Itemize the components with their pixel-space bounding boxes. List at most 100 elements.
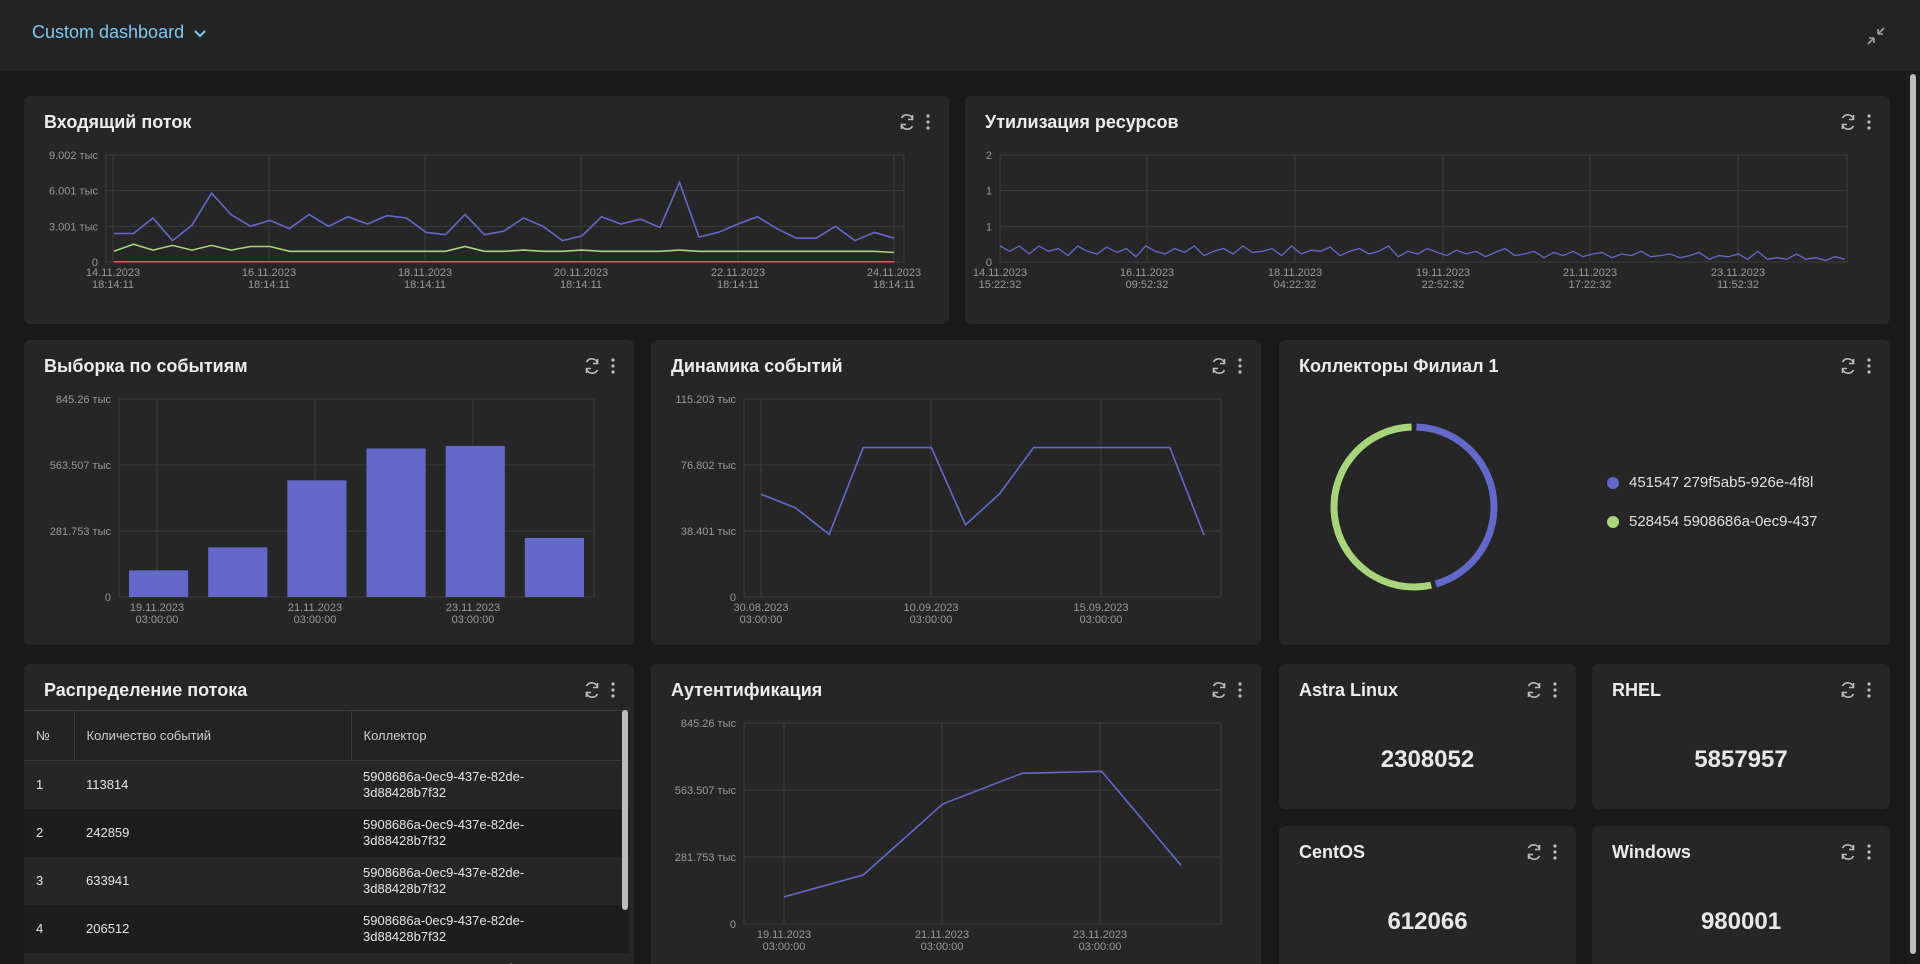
series-line	[783, 770, 1182, 898]
more-vert-icon[interactable]	[1552, 843, 1558, 861]
refresh-icon[interactable]	[582, 680, 602, 700]
x-tick-label: 09:52:32	[1126, 279, 1169, 291]
x-tick-label: 18.11.2023	[1268, 267, 1322, 279]
more-vert-icon[interactable]	[1866, 843, 1872, 861]
widget-toolbar	[1838, 680, 1872, 700]
y-tick-label: 3.001 тыс	[49, 221, 99, 233]
x-tick-label: 22.11.2023	[711, 267, 765, 279]
widget-kpi-centos: CentOS 612066	[1279, 826, 1576, 964]
more-vert-icon[interactable]	[1866, 113, 1872, 131]
widget-toolbar	[1838, 356, 1872, 376]
table-row[interactable]: 5 5908686a-0ec9-437e-82de- 3d88428b7f32	[24, 952, 629, 964]
x-tick-label: 19.11.2023	[757, 929, 811, 941]
authentication-chart: 845.26 тыс 563.507 тыс 281.753 тыс 0 19.11.2…	[675, 718, 1222, 953]
column-header-number[interactable]: №	[24, 710, 74, 761]
column-header-count[interactable]: Количество событий	[73, 710, 351, 761]
more-vert-icon[interactable]	[610, 357, 616, 375]
x-tick-label: 18:14:11	[873, 279, 915, 291]
more-vert-icon[interactable]	[1866, 681, 1872, 699]
x-tick-label: 03:00:00	[921, 941, 964, 953]
more-vert-icon[interactable]	[1866, 357, 1872, 375]
more-vert-icon[interactable]	[1237, 357, 1243, 375]
widget-collectors: Коллекторы Филиал 1 451547 279f5ab5-926e…	[1279, 340, 1890, 645]
kpi-value: 980001	[1700, 908, 1782, 935]
bar	[208, 547, 268, 597]
refresh-icon[interactable]	[1838, 112, 1858, 132]
x-tick-label: 18.11.2023	[398, 267, 452, 279]
plot-frame	[999, 154, 1848, 263]
y-tick-label: 0	[730, 592, 736, 604]
y-tick-label: 1	[986, 221, 992, 233]
plot-frame	[743, 398, 1222, 598]
table-row[interactable]: 1 113814 5908686a-0ec9-437e-82de- 3d8842…	[24, 760, 629, 809]
more-vert-icon[interactable]	[1552, 681, 1558, 699]
flow-table-container[interactable]: № Количество событий Коллектор 1 113814 …	[24, 710, 634, 964]
refresh-icon[interactable]	[1524, 842, 1544, 862]
widget-toolbar	[582, 356, 616, 376]
x-tick-label: 03:00:00	[1079, 941, 1122, 953]
more-vert-icon[interactable]	[1237, 681, 1243, 699]
more-vert-icon[interactable]	[925, 113, 931, 131]
chart-legend: 451547 279f5ab5-926e-4f8l 528454 5908686…	[1607, 474, 1818, 552]
widget-title: Входящий поток	[44, 112, 192, 132]
widget-toolbar	[897, 112, 931, 132]
plot-frame	[118, 398, 595, 598]
x-tick-label: 18:14:11	[404, 279, 446, 291]
y-tick-label: 0	[105, 592, 111, 604]
widget-toolbar	[1838, 112, 1872, 132]
kpi-value: 2308052	[1380, 746, 1475, 773]
widget-toolbar	[1524, 680, 1558, 700]
y-tick-label: 38.401 тыс	[681, 526, 737, 538]
y-tick-label: 6.001 тыс	[49, 186, 99, 198]
pie-slice	[1330, 423, 1432, 591]
collapse-icon[interactable]	[1864, 24, 1888, 48]
widget-authentication: Аутентификация 845.26 тыс 563.507 тыс 281.…	[651, 664, 1261, 964]
table-scrollbar-thumb[interactable]	[622, 710, 628, 910]
events-dynamics-chart: 115.203 тыс 76.802 тыс 38.401 тыс 030.08.20…	[676, 394, 1222, 626]
bar	[445, 445, 505, 597]
page-scrollbar[interactable]	[1906, 72, 1920, 964]
refresh-icon[interactable]	[1838, 356, 1858, 376]
y-tick-label: 281.753 тыс	[50, 526, 112, 538]
widget-toolbar	[582, 680, 616, 700]
column-header-collector[interactable]: Коллектор	[350, 710, 629, 761]
legend-item[interactable]: 451547 279f5ab5-926e-4f8l	[1607, 474, 1818, 491]
refresh-icon[interactable]	[582, 356, 602, 376]
bar	[287, 480, 347, 597]
refresh-icon[interactable]	[1209, 680, 1229, 700]
cell-collector: 5908686a-0ec9-437e-82de- 3d88428b7f32	[351, 856, 629, 905]
y-tick-label: 563.507 тыс	[50, 460, 112, 472]
kpi-value: 5857957	[1694, 746, 1788, 773]
table-row[interactable]: 2 242859 5908686a-0ec9-437e-82de- 3d8842…	[24, 808, 629, 857]
widget-kpi-windows: Windows 980001	[1592, 826, 1890, 964]
refresh-icon[interactable]	[1524, 680, 1544, 700]
x-tick-label: 15:22:32	[979, 279, 1022, 291]
x-tick-label: 18:14:11	[92, 279, 134, 291]
widget-title: Распределение потока	[44, 680, 248, 700]
more-vert-icon[interactable]	[610, 681, 616, 699]
widget-title: CentOS	[1299, 842, 1366, 862]
refresh-icon[interactable]	[1838, 842, 1858, 862]
y-tick-label: 1	[986, 186, 992, 198]
refresh-icon[interactable]	[1838, 680, 1858, 700]
page-scrollbar-thumb[interactable]	[1910, 74, 1916, 954]
table-row[interactable]: 3 633941 5908686a-0ec9-437e-82de- 3d8842…	[24, 856, 629, 905]
x-tick-label: 10.09.2023	[903, 602, 958, 614]
refresh-icon[interactable]	[1209, 356, 1229, 376]
table-row[interactable]: 4 206512 5908686a-0ec9-437e-82de- 3d8842…	[24, 904, 629, 953]
x-tick-label: 15.09.2023	[1073, 602, 1128, 614]
cell-number: 1	[24, 760, 74, 809]
widget-events-dynamics: Динамика событий 115.203 тыс 76.802 тыс 38…	[651, 340, 1261, 645]
dashboard-selector[interactable]: Custom dashboard	[32, 22, 208, 43]
widget-toolbar	[1838, 842, 1872, 862]
x-tick-label: 19.11.2023	[1416, 267, 1470, 279]
bar	[129, 570, 189, 597]
legend-item[interactable]: 528454 5908686a-0ec9-437	[1607, 513, 1818, 530]
x-tick-label: 14.11.2023	[86, 267, 140, 279]
events-sample-chart: 845.26 тыс 563.507 тыс 281.753 тыс 0 19.11.2…	[50, 394, 595, 626]
dashboard-title: Custom dashboard	[32, 22, 185, 42]
x-tick-label: 03:00:00	[136, 614, 179, 626]
refresh-icon[interactable]	[897, 112, 917, 132]
x-tick-label: 11:52:32	[1717, 279, 1759, 291]
